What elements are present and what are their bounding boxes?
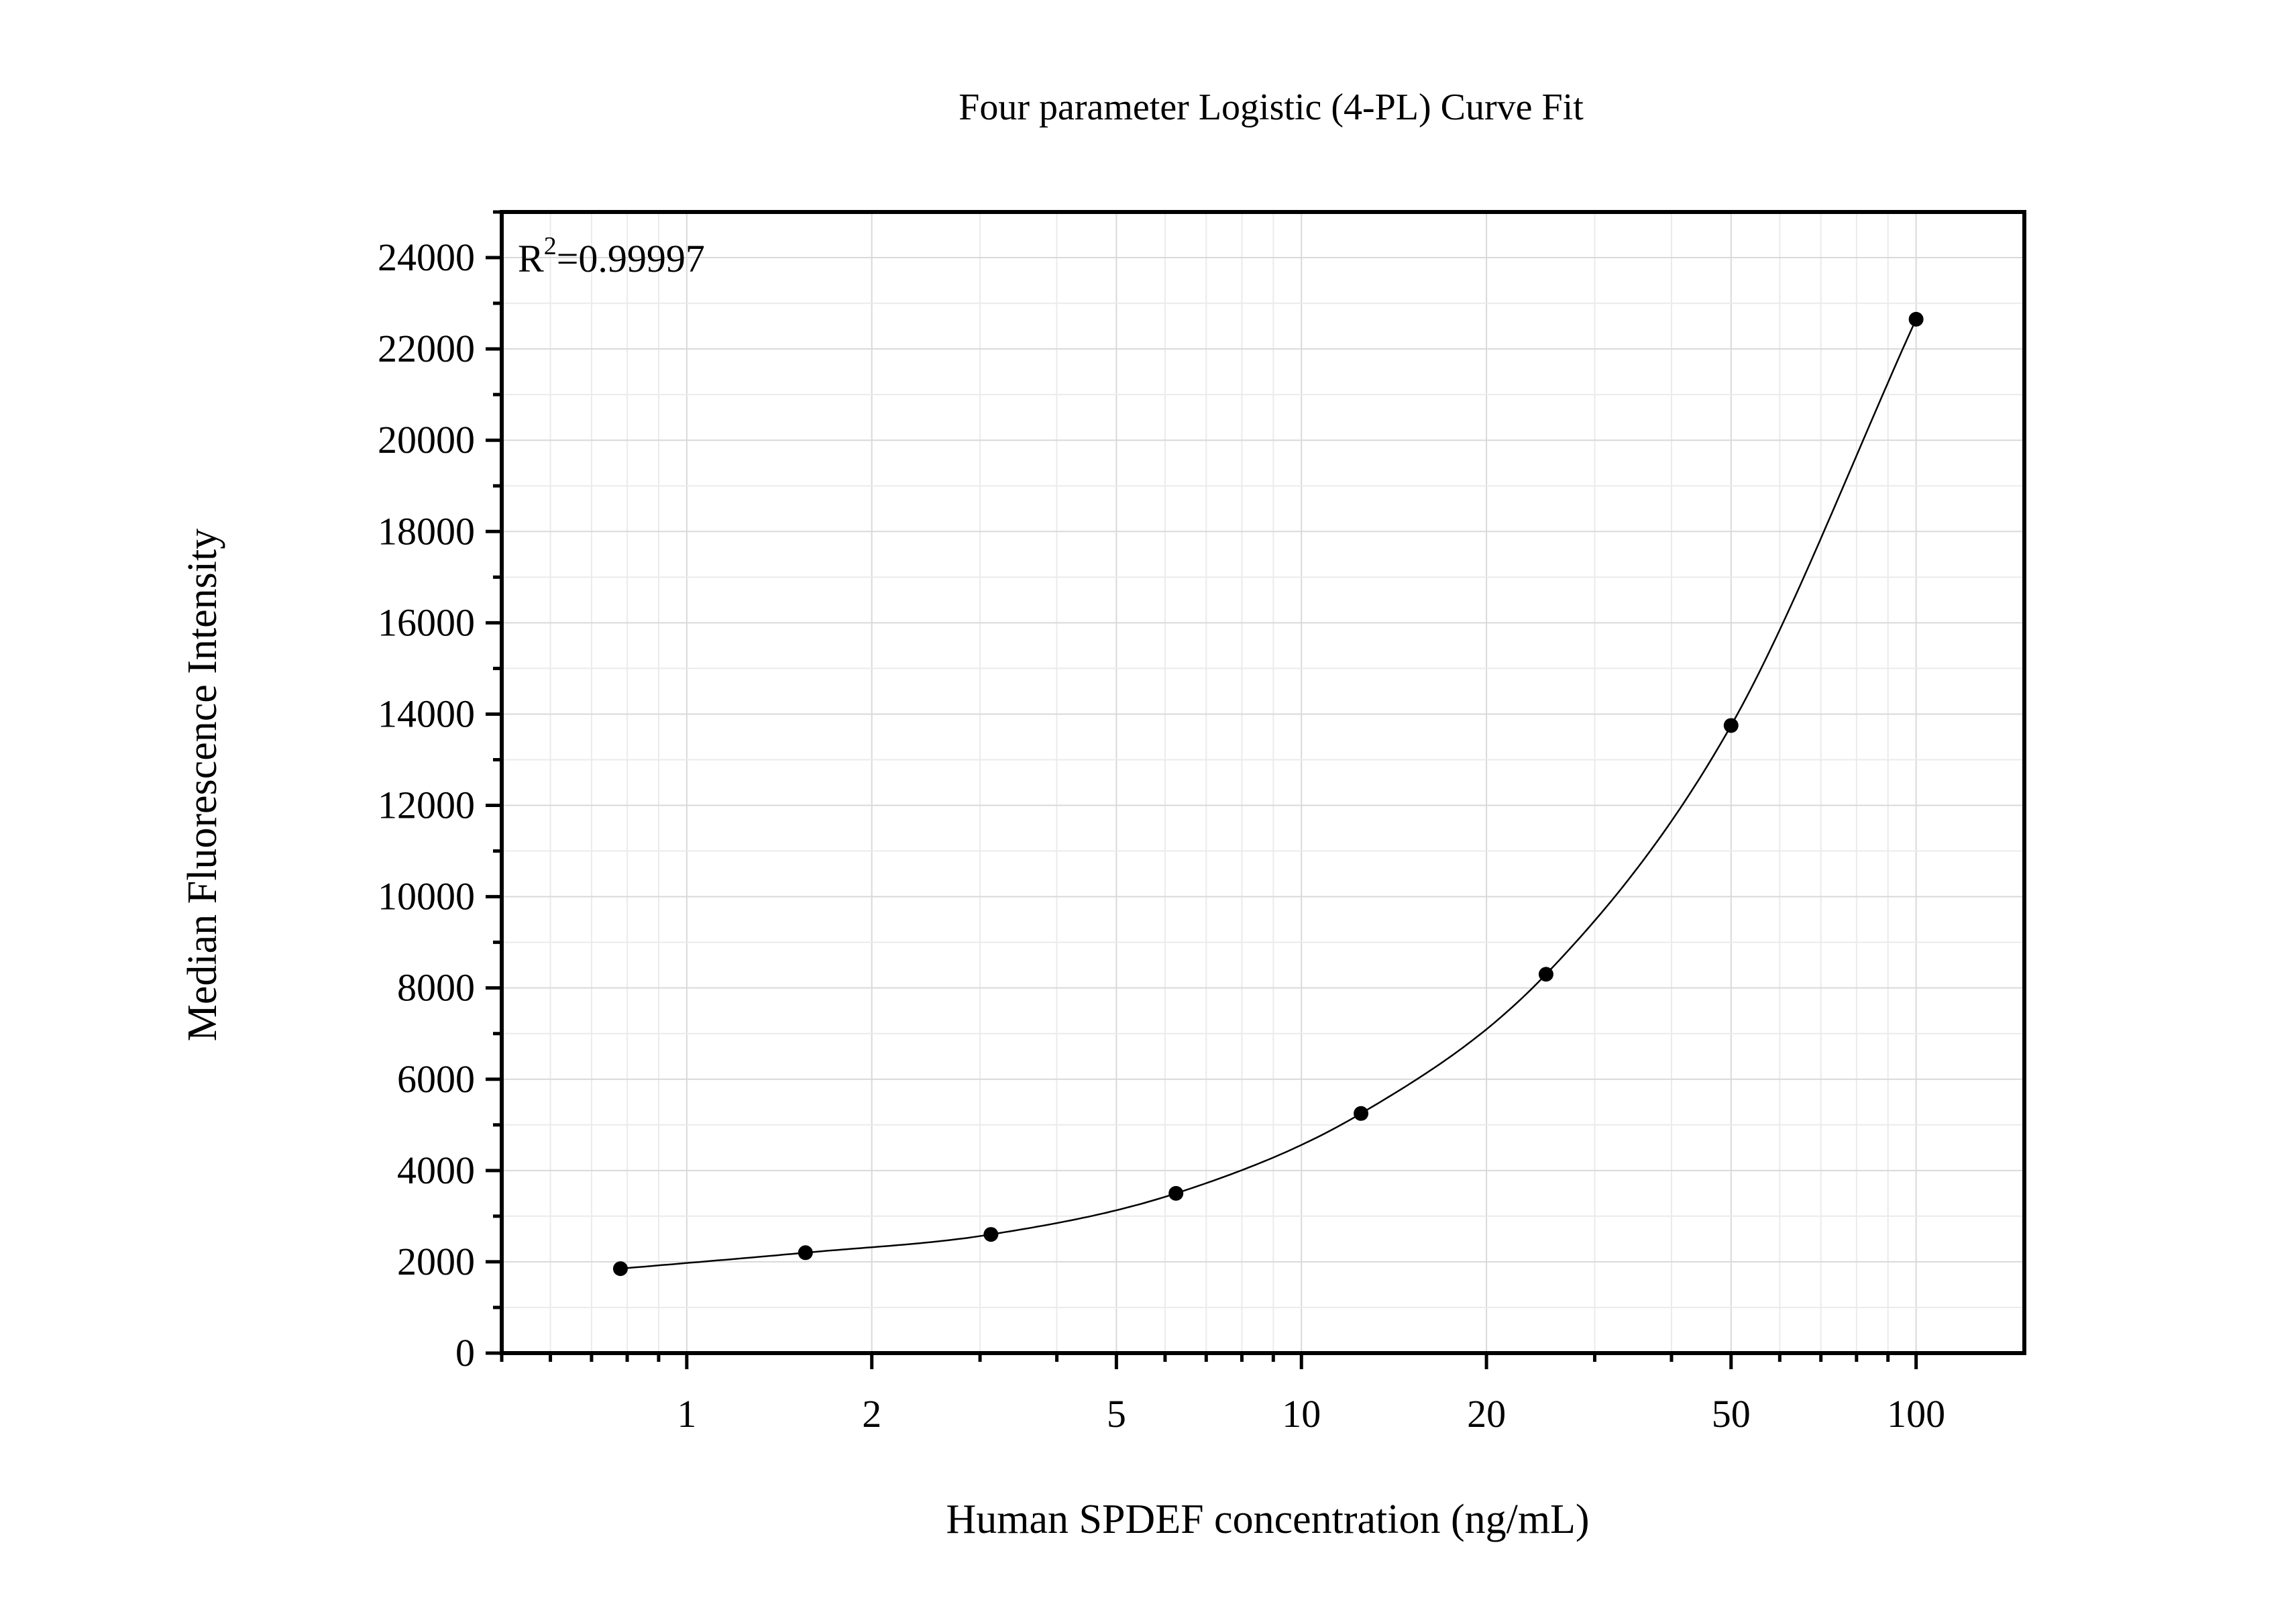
y-tick-label: 14000 <box>378 692 475 735</box>
y-tick-label: 18000 <box>378 509 475 553</box>
data-point <box>1723 718 1739 733</box>
x-axis: 1 2 5 10 20 50 100 <box>500 1353 1945 1436</box>
data-point <box>1168 1185 1184 1201</box>
y-tick-label: 12000 <box>378 784 475 827</box>
fit-curve-layer <box>620 319 1917 1270</box>
y-tick-label: 24000 <box>378 235 475 279</box>
r-squared-annotation: R2=0.99997 <box>518 232 705 280</box>
data-point <box>1354 1106 1369 1121</box>
y-tick-label: 4000 <box>397 1148 475 1192</box>
y-tick-label: 6000 <box>397 1057 475 1101</box>
y-tick-label: 2000 <box>397 1240 475 1283</box>
r-squared-value: =0.99997 <box>557 237 705 280</box>
x-tick-label: 100 <box>1887 1392 1945 1436</box>
y-tick-label: 20000 <box>378 418 475 462</box>
data-point <box>612 1261 628 1277</box>
data-point <box>1538 967 1553 982</box>
x-axis-label: Human SPDEF concentration (ng/mL) <box>946 1497 1589 1542</box>
x-tick-label: 2 <box>862 1392 881 1436</box>
x-tick-label: 10 <box>1282 1392 1321 1436</box>
grid <box>501 212 2024 1353</box>
fit-curve <box>620 319 1917 1270</box>
plot-frame <box>500 210 2026 1355</box>
x-tick-label: 1 <box>677 1392 696 1436</box>
x-tick-label: 5 <box>1107 1392 1126 1436</box>
y-axis: 0 2000 4000 6000 8000 10000 12000 14000 16000 180… <box>378 210 502 1375</box>
y-tick-label: 0 <box>455 1331 475 1375</box>
r-squared-superscript: 2 <box>544 232 557 260</box>
y-tick-label: 16000 <box>378 600 475 644</box>
y-axis-label: Median Fluorescence Intensity <box>180 529 225 1041</box>
data-point <box>983 1227 999 1242</box>
y-tick-label: 10000 <box>378 875 475 918</box>
x-tick-label: 50 <box>1712 1392 1751 1436</box>
x-tick-label: 20 <box>1467 1392 1506 1436</box>
y-tick-label: 8000 <box>397 966 475 1010</box>
r-squared-base: R <box>518 237 544 280</box>
data-point <box>798 1245 813 1261</box>
data-points <box>612 311 1924 1277</box>
chart-title: Four parameter Logistic (4-PL) Curve Fit <box>959 87 1584 128</box>
y-tick-label: 22000 <box>378 327 475 370</box>
data-point <box>1908 311 1924 327</box>
